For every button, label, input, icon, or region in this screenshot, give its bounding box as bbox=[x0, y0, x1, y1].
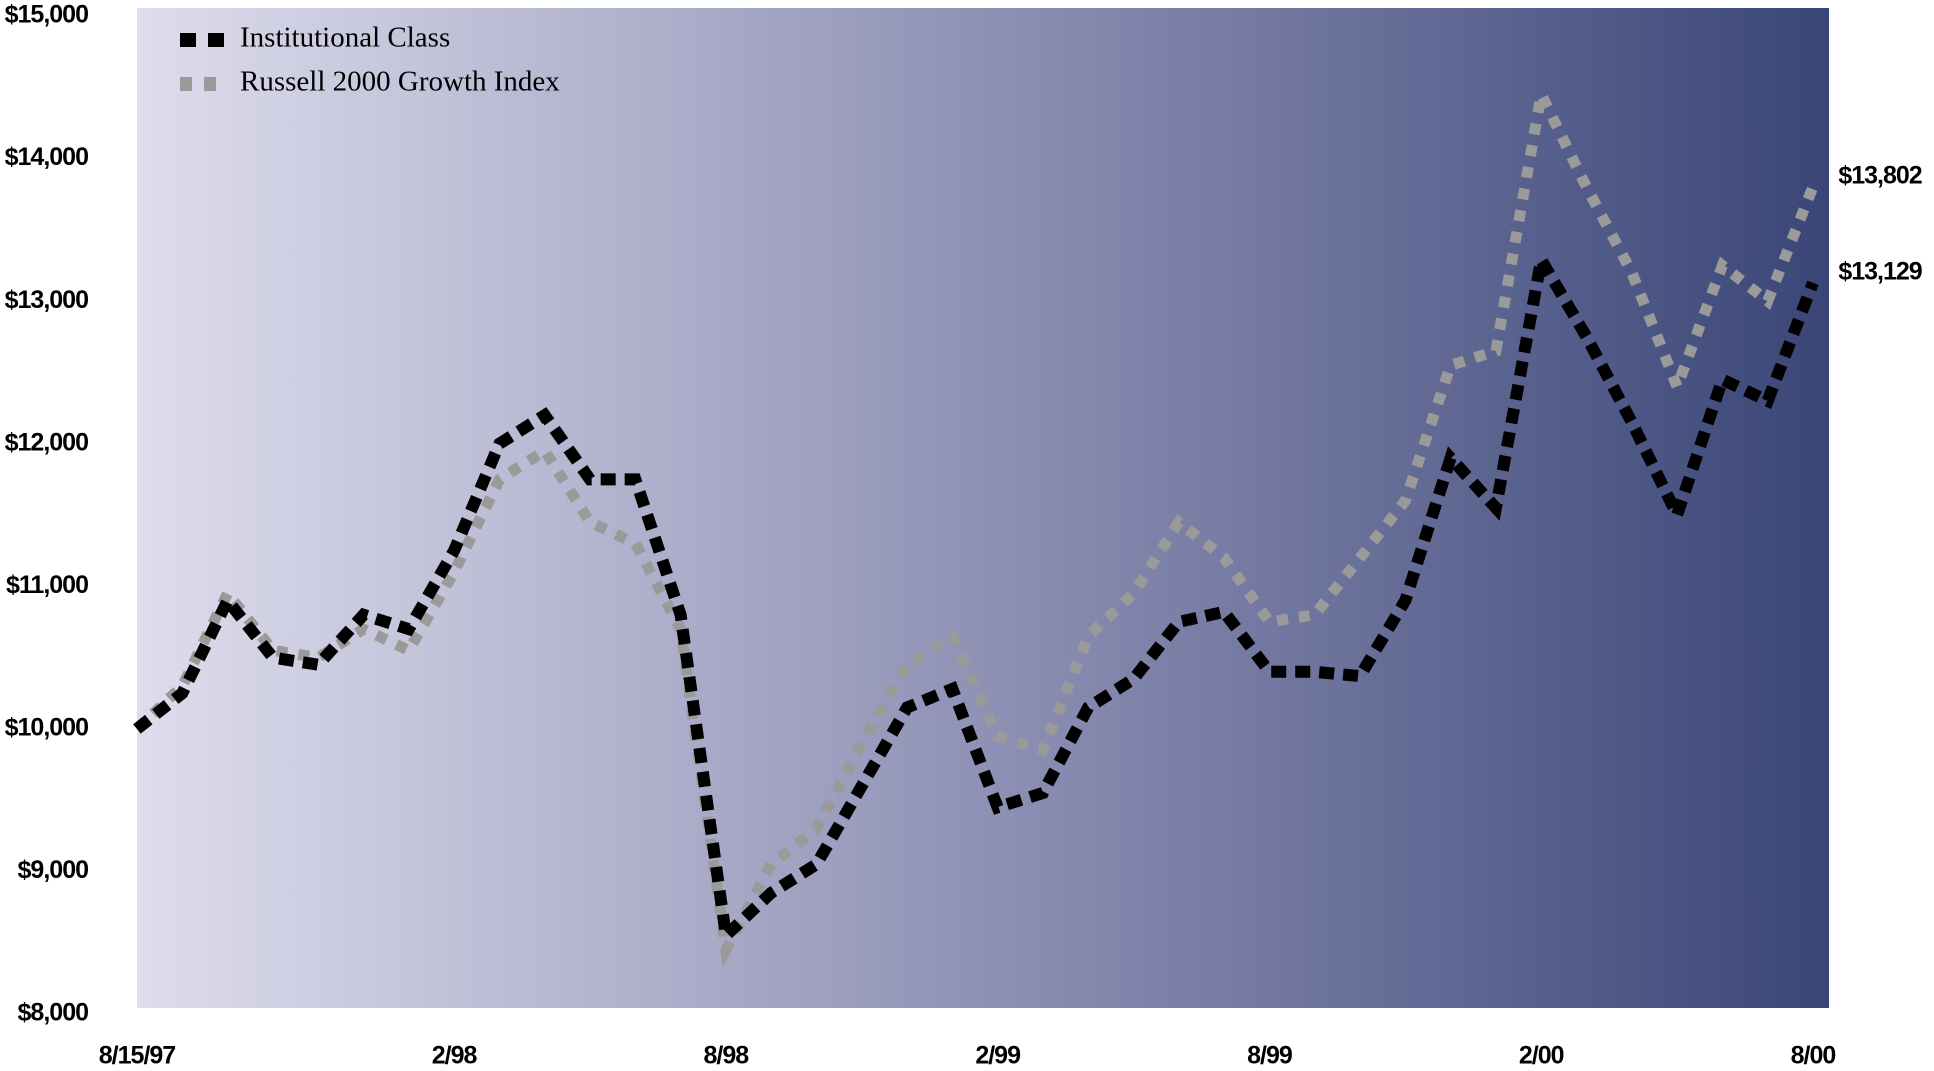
end-value-label: $13,802 bbox=[1838, 161, 1921, 189]
x-tick-label: 2/99 bbox=[975, 1042, 1020, 1070]
x-tick-label: 8/98 bbox=[704, 1042, 750, 1070]
y-tick-label: $9,000 bbox=[18, 856, 89, 884]
y-tick-label: $14,000 bbox=[5, 143, 88, 171]
y-tick-label: $10,000 bbox=[5, 713, 88, 741]
y-tick-label: $12,000 bbox=[5, 428, 88, 456]
x-tick-label: 2/98 bbox=[432, 1042, 478, 1070]
x-tick-label: 2/00 bbox=[1519, 1042, 1564, 1070]
y-tick-label: $13,000 bbox=[5, 286, 88, 314]
x-tick-label: 8/99 bbox=[1247, 1042, 1292, 1070]
y-tick-label: $15,000 bbox=[5, 1, 88, 29]
x-tick-label: 8/15/97 bbox=[99, 1042, 176, 1070]
x-tick-label: 8/00 bbox=[1791, 1042, 1836, 1070]
y-tick-label: $8,000 bbox=[18, 999, 89, 1027]
data-line bbox=[133, 242, 1819, 948]
plot-background bbox=[137, 8, 1829, 1008]
legend-label: Russell 2000 Growth Index bbox=[240, 66, 560, 98]
data-line bbox=[133, 76, 1819, 968]
end-value-label: $13,129 bbox=[1838, 257, 1921, 285]
legend-label: Institutional Class bbox=[240, 22, 450, 54]
y-tick-label: $11,000 bbox=[6, 571, 88, 599]
